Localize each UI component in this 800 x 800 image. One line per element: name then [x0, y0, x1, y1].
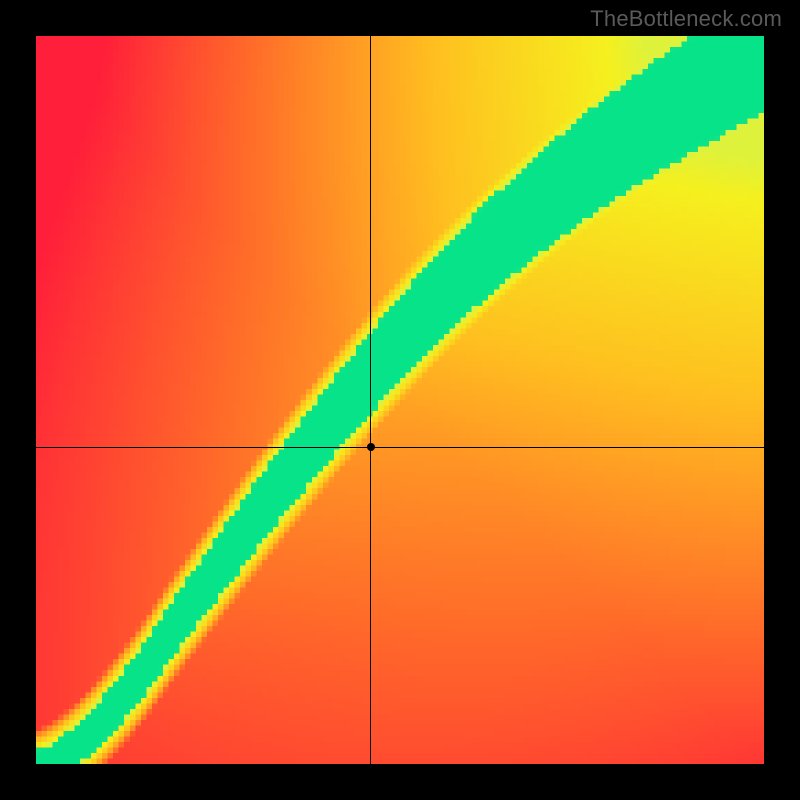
- watermark-text: TheBottleneck.com: [590, 6, 782, 32]
- heatmap-canvas: [36, 36, 764, 764]
- crosshair-horizontal: [36, 447, 764, 448]
- crosshair-vertical: [370, 36, 371, 764]
- chart-container: TheBottleneck.com: [0, 0, 800, 800]
